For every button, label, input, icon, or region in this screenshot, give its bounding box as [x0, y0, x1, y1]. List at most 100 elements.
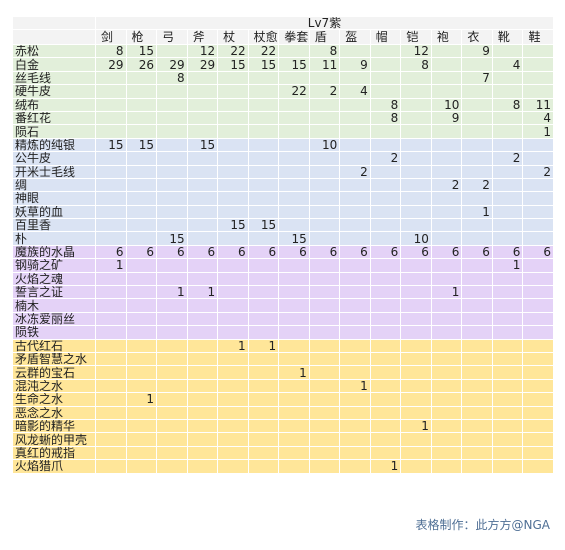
empty-cell — [308, 231, 341, 246]
empty-cell — [339, 432, 371, 447]
empty-cell — [400, 84, 432, 99]
empty-cell — [430, 311, 463, 327]
empty-cell — [125, 459, 158, 474]
empty-cell — [125, 405, 158, 420]
empty-cell — [308, 124, 341, 139]
empty-cell — [522, 271, 554, 287]
empty-cell — [308, 70, 341, 86]
empty-cell — [430, 351, 463, 367]
empty-cell — [430, 204, 463, 220]
cell-value: 11 — [308, 57, 341, 72]
empty-cell — [217, 378, 249, 394]
empty-cell — [430, 151, 463, 166]
empty-cell — [339, 110, 371, 126]
empty-cell — [186, 177, 219, 193]
empty-cell — [491, 110, 524, 126]
corner-cell — [12, 29, 96, 45]
empty-cell — [186, 338, 219, 353]
empty-cell — [247, 459, 280, 474]
empty-cell — [400, 459, 432, 474]
cell-value: 4 — [522, 110, 554, 126]
empty-cell — [156, 124, 188, 139]
empty-cell — [522, 151, 554, 166]
column-header: 铠 — [400, 29, 432, 45]
column-header: 杖 — [217, 29, 249, 45]
row-label: 誓言之证 — [12, 285, 96, 300]
empty-cell — [339, 298, 371, 313]
empty-cell — [247, 204, 280, 220]
empty-cell — [156, 445, 188, 461]
empty-cell — [125, 445, 158, 461]
empty-cell — [247, 271, 280, 287]
empty-cell — [461, 57, 493, 72]
empty-cell — [400, 218, 432, 233]
row-label: 火焰之魂 — [12, 271, 96, 287]
empty-cell — [217, 405, 249, 420]
cell-value: 8 — [95, 43, 127, 59]
empty-cell — [522, 285, 554, 300]
empty-cell — [278, 445, 310, 461]
table-row: 风龙蜥的甲壳 — [12, 432, 554, 447]
empty-cell — [308, 459, 341, 474]
table-row: 云群的宝石 1 — [12, 365, 554, 380]
empty-cell — [308, 445, 341, 461]
empty-cell — [125, 432, 158, 447]
title-row: Lv7紫 — [12, 16, 554, 30]
empty-cell — [308, 97, 341, 112]
empty-cell — [308, 258, 341, 273]
cell-value: 22 — [278, 84, 310, 99]
cell-value: 12 — [186, 43, 219, 59]
empty-cell — [247, 164, 280, 179]
empty-cell — [522, 392, 554, 407]
empty-cell — [247, 311, 280, 327]
empty-cell — [491, 351, 524, 367]
empty-cell — [186, 164, 219, 179]
row-label: 赤松 — [12, 43, 96, 59]
column-header: 拳套 — [278, 29, 310, 45]
cell-value: 29 — [186, 57, 219, 72]
cell-value: 6 — [522, 244, 554, 260]
column-header: 靴 — [491, 29, 524, 45]
cell-value: 1 — [430, 285, 463, 300]
cell-value: 1 — [522, 124, 554, 139]
empty-cell — [125, 285, 158, 300]
empty-cell — [369, 191, 402, 206]
empty-cell — [125, 110, 158, 126]
cell-value: 11 — [522, 97, 554, 112]
empty-cell — [430, 191, 463, 206]
empty-cell — [400, 258, 432, 273]
cell-value: 6 — [186, 244, 219, 260]
empty-cell — [247, 231, 280, 246]
empty-cell — [491, 311, 524, 327]
empty-cell — [400, 285, 432, 300]
empty-cell — [491, 70, 524, 86]
empty-cell — [125, 70, 158, 86]
table-row: 恶念之水 — [12, 405, 554, 420]
row-label: 神眼 — [12, 191, 96, 206]
row-label: 精炼的纯银 — [12, 137, 96, 153]
empty-cell — [461, 124, 493, 139]
empty-cell — [95, 378, 127, 394]
table-row: 公牛皮 2 2 — [12, 151, 554, 166]
empty-cell — [308, 432, 341, 447]
empty-cell — [186, 378, 219, 394]
empty-cell — [430, 218, 463, 233]
empty-cell — [339, 338, 371, 353]
cell-value: 2 — [308, 84, 341, 99]
empty-cell — [95, 110, 127, 126]
empty-cell — [400, 70, 432, 86]
empty-cell — [217, 285, 249, 300]
empty-cell — [430, 258, 463, 273]
empty-cell — [308, 405, 341, 420]
empty-cell — [308, 110, 341, 126]
empty-cell — [125, 298, 158, 313]
empty-cell — [217, 124, 249, 139]
column-header: 斧 — [186, 29, 219, 45]
empty-cell — [278, 271, 310, 287]
empty-cell — [522, 445, 554, 461]
table-row: 矛盾智慧之水 — [12, 351, 554, 367]
empty-cell — [186, 204, 219, 220]
cell-value: 15 — [247, 57, 280, 72]
empty-cell — [247, 405, 280, 420]
empty-cell — [491, 218, 524, 233]
